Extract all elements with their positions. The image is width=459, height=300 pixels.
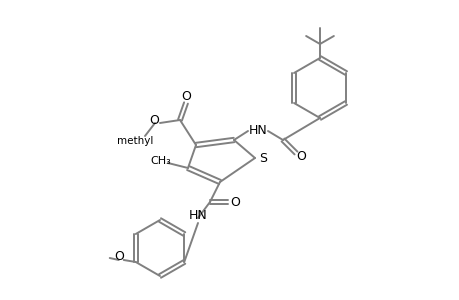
Text: methyl: methyl [117,136,153,146]
Text: O: O [113,250,123,263]
Text: O: O [230,196,240,208]
Text: HN: HN [188,209,207,223]
Text: S: S [258,152,266,166]
Text: O: O [296,149,305,163]
Text: O: O [149,115,159,128]
Text: CH₃: CH₃ [150,156,171,166]
Text: HN: HN [248,124,267,136]
Text: O: O [181,89,190,103]
